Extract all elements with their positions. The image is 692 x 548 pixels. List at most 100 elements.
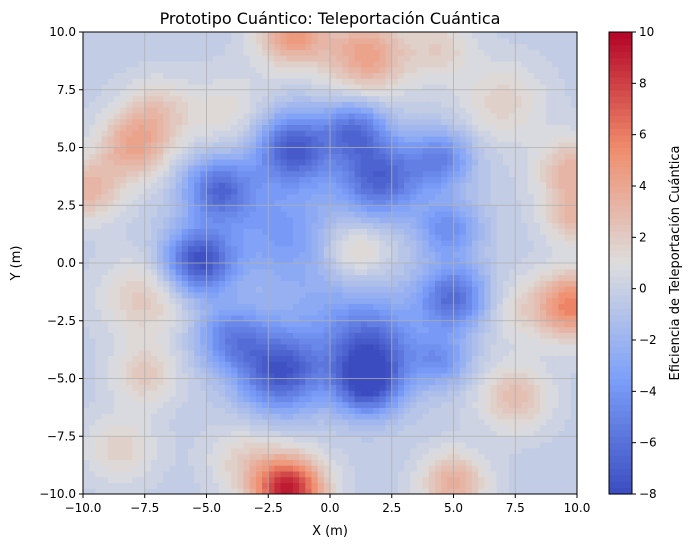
heatmap-cell <box>181 424 189 432</box>
heatmap-cell <box>120 442 127 449</box>
heatmap-cell <box>465 297 473 305</box>
heatmap-cell <box>194 314 201 322</box>
heatmap-cell <box>441 182 448 189</box>
heatmap-cell <box>459 32 467 39</box>
heatmap-cell <box>379 268 387 276</box>
heatmap-cell <box>113 366 121 374</box>
heatmap-cell <box>126 95 133 102</box>
heatmap-cell <box>422 338 430 345</box>
heatmap-cell <box>126 418 133 426</box>
heatmap-cell <box>286 60 294 68</box>
heatmap-cell <box>163 193 171 201</box>
heatmap-cell <box>163 251 171 258</box>
heatmap-cell <box>299 159 306 166</box>
heatmap-cell <box>107 112 115 120</box>
heatmap-cell <box>95 72 103 79</box>
heatmap-cell <box>200 205 208 212</box>
heatmap-cell <box>416 355 424 362</box>
heatmap-cell <box>150 49 158 56</box>
heatmap-cell <box>101 297 109 305</box>
heatmap-cell <box>187 453 195 460</box>
heatmap-cell <box>404 424 411 432</box>
heatmap-cell <box>231 234 238 241</box>
heatmap-cell <box>132 366 140 374</box>
heatmap-cell <box>255 118 263 126</box>
heatmap-cell <box>163 60 171 68</box>
heatmap-cell <box>280 199 288 206</box>
heatmap-cell <box>311 355 319 362</box>
heatmap-cell <box>175 459 183 466</box>
heatmap-cell <box>379 413 387 420</box>
heatmap-cell <box>416 430 424 437</box>
heatmap-cell <box>274 453 282 460</box>
heatmap-cell <box>379 95 387 102</box>
heatmap-cell <box>120 320 127 328</box>
heatmap-cell <box>262 216 269 224</box>
heatmap-cell <box>416 482 424 489</box>
heatmap-cell <box>441 447 448 455</box>
heatmap-cell <box>292 268 300 276</box>
heatmap-cell <box>144 355 152 362</box>
heatmap-cell <box>336 211 343 218</box>
heatmap-cell <box>144 159 152 166</box>
heatmap-cell <box>206 182 214 189</box>
heatmap-cell <box>212 401 220 408</box>
heatmap-cell <box>163 268 171 276</box>
heatmap-cell <box>292 72 300 79</box>
heatmap-cell <box>120 303 127 310</box>
heatmap-cell <box>373 60 380 68</box>
heatmap-cell <box>150 60 158 68</box>
heatmap-cell <box>175 453 183 460</box>
heatmap-cell <box>237 395 245 403</box>
heatmap-cell <box>144 234 152 241</box>
heatmap-cell <box>200 286 208 293</box>
heatmap-cell <box>453 55 461 62</box>
heatmap-cell <box>317 43 325 50</box>
heatmap-cell <box>274 164 282 172</box>
heatmap-cell <box>169 418 177 426</box>
heatmap-cell <box>101 176 109 183</box>
heatmap-cell <box>126 170 133 177</box>
heatmap-cell <box>465 303 473 310</box>
heatmap-cell <box>157 95 164 102</box>
heatmap-cell <box>286 263 294 270</box>
heatmap-cell <box>348 101 356 108</box>
heatmap-cell <box>237 268 245 276</box>
heatmap-cell <box>367 141 374 149</box>
heatmap-cell <box>212 303 220 310</box>
heatmap-cell <box>299 401 306 408</box>
heatmap-cell <box>441 291 448 299</box>
heatmap-cell <box>416 326 424 333</box>
heatmap-cell <box>225 95 232 102</box>
heatmap-cell <box>181 37 189 45</box>
heatmap-cell <box>360 268 368 276</box>
heatmap-cell <box>157 83 164 91</box>
heatmap-cell <box>373 297 380 305</box>
heatmap-cell <box>441 459 448 466</box>
heatmap-cell <box>206 32 214 39</box>
heatmap-cell <box>255 37 263 45</box>
heatmap-cell <box>367 286 374 293</box>
heatmap-cell <box>410 459 418 466</box>
heatmap-cell <box>225 274 232 281</box>
heatmap-cell <box>342 211 350 218</box>
heatmap-cell <box>212 66 220 74</box>
heatmap-cell <box>367 176 374 183</box>
heatmap-cell <box>416 257 424 264</box>
heatmap-cell <box>83 286 90 293</box>
heatmap-cell <box>126 430 133 437</box>
heatmap-cell <box>292 418 300 426</box>
heatmap-cell <box>342 228 350 235</box>
heatmap-cell <box>274 390 282 397</box>
heatmap-cell <box>187 268 195 276</box>
heatmap-cell <box>169 118 177 126</box>
heatmap-cell <box>95 245 103 253</box>
heatmap-cell <box>218 55 226 62</box>
heatmap-cell <box>348 349 356 357</box>
heatmap-cell <box>286 453 294 460</box>
heatmap-cell <box>317 320 325 328</box>
heatmap-cell <box>354 280 362 287</box>
heatmap-cell <box>336 245 343 253</box>
heatmap-cell <box>428 338 436 345</box>
heatmap-cell <box>428 263 436 270</box>
